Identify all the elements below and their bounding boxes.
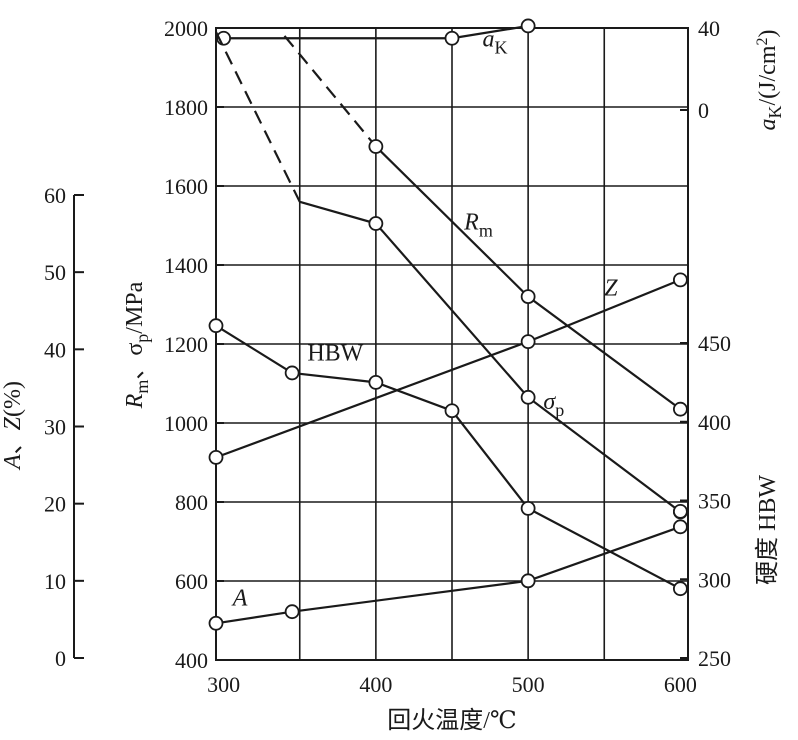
ductility-axis-label-part: Z [0,416,26,430]
x-tick-label: 300 [207,672,240,697]
a-point [284,604,300,620]
ductility-axis-label-part: (%) [0,381,26,417]
hbw-label: HBW [307,340,363,366]
x-axis-label: 回火温度/℃ [387,707,517,734]
strength-tick-label: 1600 [164,174,208,199]
hardness-tick-label: 350 [698,489,731,514]
impact-axis-label: aK/(J/cm2) [754,30,785,131]
impact-axis-label-part: 2 [754,38,771,46]
hardness-tick-label: 450 [698,331,731,356]
strength-tick-label: 600 [175,569,208,594]
strength-axis-label-part: p [132,334,152,343]
z-label: Z [604,275,618,301]
ak-label-sub: K [494,37,507,57]
impact-axis-label-part: ) [755,30,781,38]
strength-axis-label-part: m [132,380,152,394]
impact-axis-label-part: /(J/cm [755,45,781,105]
ductility-tick-label: 30 [44,415,66,440]
ductility-tick-label: 10 [44,569,66,594]
hardness-tick-label: 400 [698,410,731,435]
impact-tick-label: 0 [698,98,709,123]
ak-label: aK [482,26,507,57]
hardness-tick-label: 250 [698,646,731,671]
x-tick-label: 500 [512,672,545,697]
a-line [215,525,681,625]
p-label: σp [543,389,564,420]
p-line [299,200,682,513]
a-label: A [231,586,248,612]
impact-tick-label: 40 [698,16,720,41]
p-point [520,389,536,405]
hbw-point [444,403,460,419]
strength-axis-label-part: 、σ [122,343,148,380]
rm-label-sub: m [479,220,493,240]
strength-tick-label: 1200 [164,332,208,357]
strength-axis-label-part: R [122,393,148,409]
rm-label-main: R [463,209,479,235]
strength-tick-label: 400 [175,648,208,673]
z-label-main: Z [604,275,618,301]
a-point [672,519,688,535]
strength-tick-label: 1400 [164,253,208,278]
rm-dashed-line [283,35,377,148]
ductility-axis-label: A、Z(%) [0,381,26,471]
ductility-tick-label: 40 [44,337,66,362]
strength-tick-label: 800 [175,490,208,515]
hbw-point [520,500,536,516]
ductility-tick-label: 50 [44,260,66,285]
strength-axis-label-part: /MPa [122,281,148,333]
a-point [672,503,688,519]
ductility-axis-label-part: 、 [0,430,26,454]
hbw-point [368,374,384,390]
z-point [520,334,536,350]
strength-tick-label: 1000 [164,411,208,436]
x-tick-label: 600 [664,672,697,697]
grid [215,27,689,661]
rm-point [368,139,384,154]
a-point [208,615,224,631]
ak-point [444,30,460,46]
hbw-line [215,324,681,590]
p-label-main: σ [543,389,556,415]
impact-axis-label-part: K [765,106,785,119]
ductility-axis-label-part: A [0,454,26,471]
strength-axis-label: Rm、σp/MPa [122,281,152,409]
p-label-sub: p [555,400,564,420]
ductility-tick-label: 20 [44,492,66,517]
z-point [672,272,688,288]
ductility-tick-label: 60 [44,183,66,208]
ak-point [520,18,536,34]
labels-layer: aK Rm σp HBW Z A [231,26,619,611]
a-point [520,573,536,589]
hardness-axis-label: 硬度 HBW [754,475,781,585]
rm-label: Rm [463,209,493,240]
z-point [208,449,224,465]
hbw-point [284,365,300,381]
a-label-main: A [231,586,248,612]
strength-tick-label: 1800 [164,95,208,120]
ductility-tick-label: 0 [55,646,66,671]
rm-point [672,401,688,417]
hbw-point [208,318,224,334]
p-point [368,216,384,231]
hbw-label-main: HBW [307,340,363,366]
x-tick-label: 400 [359,672,392,697]
hardness-tick-label: 300 [698,567,731,592]
p-dashed-line [215,31,301,203]
impact-axis-label-part: a [755,119,781,131]
strength-tick-label: 2000 [164,16,208,41]
series-layer [208,18,688,631]
rm-point [520,289,536,305]
hbw-point [672,581,688,597]
ak-label-main: a [482,26,494,52]
